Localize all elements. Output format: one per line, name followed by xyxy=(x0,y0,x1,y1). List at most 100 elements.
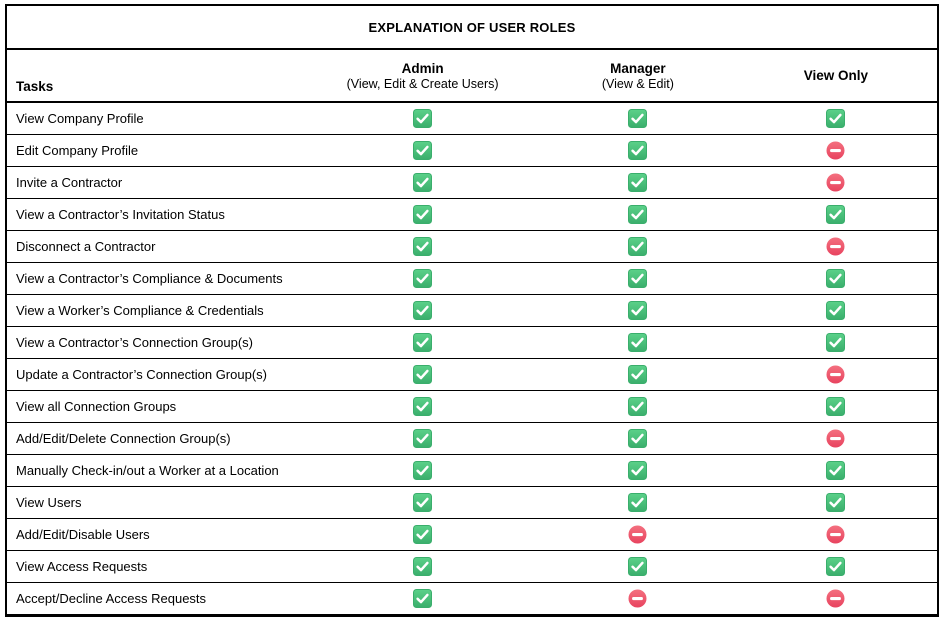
check-icon xyxy=(628,269,648,288)
manager-status-cell xyxy=(540,390,735,423)
task-label: View a Contractor’s Compliance & Documen… xyxy=(6,262,305,295)
view-only-status-cell xyxy=(734,294,938,327)
view-only-status-cell xyxy=(734,262,938,295)
check-icon xyxy=(413,429,433,448)
view-only-status-cell xyxy=(734,326,938,359)
table-row: Invite a Contractor xyxy=(6,166,938,199)
check-icon xyxy=(628,109,648,128)
view-only-status-cell xyxy=(734,358,938,391)
role-table-body: View Company Profile Edit Company Profile… xyxy=(6,101,938,616)
admin-status-cell xyxy=(304,422,541,455)
view-only-status-cell xyxy=(734,518,938,551)
manager-status-cell xyxy=(540,326,735,359)
check-icon xyxy=(413,493,433,512)
column-header-admin-label: Admin xyxy=(401,60,444,76)
column-header-admin-sublabel: (View, Edit & Create Users) xyxy=(346,76,499,91)
table-row: View a Contractor’s Connection Group(s) xyxy=(6,326,938,359)
admin-status-cell xyxy=(304,582,541,616)
check-icon xyxy=(413,205,433,224)
check-icon xyxy=(628,205,648,224)
check-icon xyxy=(628,397,648,416)
task-label: Add/Edit/Delete Connection Group(s) xyxy=(6,422,305,455)
no-entry-icon xyxy=(826,173,845,192)
column-header-manager-label: Manager xyxy=(610,60,666,76)
manager-status-cell xyxy=(540,101,735,135)
check-icon xyxy=(826,109,846,128)
manager-status-cell xyxy=(540,518,735,551)
manager-status-cell xyxy=(540,550,735,583)
manager-status-cell xyxy=(540,486,735,519)
table-row: Add/Edit/Delete Connection Group(s) xyxy=(6,422,938,455)
column-header-view-only: View Only xyxy=(734,49,938,103)
task-label: View Company Profile xyxy=(6,101,305,135)
view-only-status-cell xyxy=(734,454,938,487)
table-row: View Company Profile xyxy=(6,101,938,135)
check-icon xyxy=(413,173,433,192)
manager-status-cell xyxy=(540,262,735,295)
table-row: Accept/Decline Access Requests xyxy=(6,582,938,616)
check-icon xyxy=(413,589,433,608)
view-only-status-cell xyxy=(734,198,938,231)
check-icon xyxy=(826,269,846,288)
column-header-admin: Admin (View, Edit & Create Users) xyxy=(304,49,541,103)
view-only-status-cell xyxy=(734,582,938,616)
no-entry-icon xyxy=(628,589,647,608)
check-icon xyxy=(413,557,433,576)
admin-status-cell xyxy=(304,326,541,359)
task-label: Invite a Contractor xyxy=(6,166,305,199)
check-icon xyxy=(413,397,433,416)
task-label: View all Connection Groups xyxy=(6,390,305,423)
task-label: View a Contractor’s Connection Group(s) xyxy=(6,326,305,359)
check-icon xyxy=(628,557,648,576)
table-row: Edit Company Profile xyxy=(6,134,938,167)
table-row: Manually Check-in/out a Worker at a Loca… xyxy=(6,454,938,487)
view-only-status-cell xyxy=(734,550,938,583)
roles-table: EXPLANATION OF USER ROLES Tasks Admin (V… xyxy=(5,4,939,617)
header-row: Tasks Admin (View, Edit & Create Users) … xyxy=(6,49,938,103)
no-entry-icon xyxy=(826,365,845,384)
check-icon xyxy=(413,461,433,480)
check-icon xyxy=(628,333,648,352)
check-icon xyxy=(628,461,648,480)
task-label: Edit Company Profile xyxy=(6,134,305,167)
view-only-status-cell xyxy=(734,422,938,455)
column-header-manager: Manager (View & Edit) xyxy=(540,49,735,103)
check-icon xyxy=(628,365,648,384)
check-icon xyxy=(826,461,846,480)
check-icon xyxy=(628,237,648,256)
view-only-status-cell xyxy=(734,134,938,167)
task-label: Manually Check-in/out a Worker at a Loca… xyxy=(6,454,305,487)
admin-status-cell xyxy=(304,134,541,167)
manager-status-cell xyxy=(540,358,735,391)
table-row: View all Connection Groups xyxy=(6,390,938,423)
task-label: Accept/Decline Access Requests xyxy=(6,582,305,616)
check-icon xyxy=(413,301,433,320)
no-entry-icon xyxy=(826,141,845,160)
check-icon xyxy=(413,365,433,384)
no-entry-icon xyxy=(826,589,845,608)
check-icon xyxy=(628,301,648,320)
no-entry-icon xyxy=(826,429,845,448)
page-title: EXPLANATION OF USER ROLES xyxy=(6,5,938,50)
task-label: Disconnect a Contractor xyxy=(6,230,305,263)
no-entry-icon xyxy=(628,525,647,544)
check-icon xyxy=(413,333,433,352)
user-roles-table: EXPLANATION OF USER ROLES Tasks Admin (V… xyxy=(5,4,939,617)
admin-status-cell xyxy=(304,101,541,135)
admin-status-cell xyxy=(304,550,541,583)
no-entry-icon xyxy=(826,525,845,544)
admin-status-cell xyxy=(304,230,541,263)
check-icon xyxy=(826,333,846,352)
title-row: EXPLANATION OF USER ROLES xyxy=(6,5,938,50)
admin-status-cell xyxy=(304,198,541,231)
check-icon xyxy=(413,141,433,160)
admin-status-cell xyxy=(304,262,541,295)
manager-status-cell xyxy=(540,134,735,167)
manager-status-cell xyxy=(540,582,735,616)
manager-status-cell xyxy=(540,422,735,455)
check-icon xyxy=(826,301,846,320)
table-row: Add/Edit/Disable Users xyxy=(6,518,938,551)
task-label: View a Worker’s Compliance & Credentials xyxy=(6,294,305,327)
no-entry-icon xyxy=(826,237,845,256)
check-icon xyxy=(628,429,648,448)
